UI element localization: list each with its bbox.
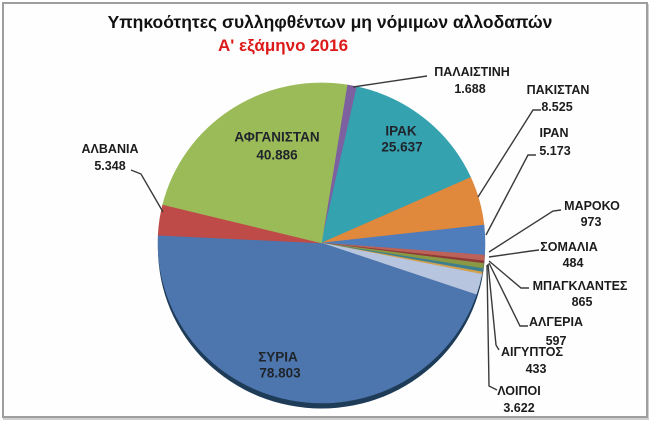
slice-value-somalia: 484 xyxy=(562,255,584,270)
leader-line-pakistan xyxy=(477,109,541,198)
slice-name-iran: ΙΡΑΝ xyxy=(539,125,569,140)
leader-line-morocco xyxy=(488,209,562,253)
slice-value-iran: 5.173 xyxy=(539,143,571,158)
slice-name-iraq: ΙΡΑΚ xyxy=(385,123,417,139)
leader-line-others xyxy=(486,264,498,391)
pie-slice-afghanistan xyxy=(162,82,348,244)
chart-subtitle: Α' εξάμηνο 2016 xyxy=(217,36,349,55)
slice-name-syria: ΣΥΡΙΑ xyxy=(258,349,298,365)
slice-value-albania: 5.348 xyxy=(94,158,126,173)
slice-value-morocco: 973 xyxy=(580,214,602,229)
slice-value-syria: 78.803 xyxy=(259,365,301,381)
slice-name-pakistan: ΠΑΚΙΣΤΑΝ xyxy=(526,82,590,97)
pie-slice-syria xyxy=(157,234,477,404)
slice-value-palestine: 1.688 xyxy=(454,81,486,96)
leader-line-somalia xyxy=(488,249,540,258)
slice-value-algeria: 597 xyxy=(545,333,567,348)
leader-line-bangladesh xyxy=(488,260,529,289)
leader-line-egypt xyxy=(487,263,500,351)
slice-value-bangladesh: 865 xyxy=(571,294,593,309)
leader-line-algeria xyxy=(488,262,528,327)
slice-value-afghanistan: 40.886 xyxy=(256,147,298,163)
slice-name-morocco: ΜΑΡΟΚΟ xyxy=(564,198,620,213)
leader-line-palestine xyxy=(352,75,428,88)
slice-name-bangladesh: ΜΠΑΓΚΛΑΝΤΕΣ xyxy=(532,278,628,293)
slice-name-algeria: ΑΛΓΕΡΙΑ xyxy=(528,314,584,329)
slice-value-others: 3.622 xyxy=(503,400,535,415)
chart-title: Υπηκοότητες συλληφθέντων μη νόμιμων αλλο… xyxy=(107,12,553,32)
leader-line-albania xyxy=(130,169,164,213)
slice-name-somalia: ΣΟΜΑΛΙΑ xyxy=(540,239,598,254)
leader-line-iran xyxy=(485,154,536,236)
slice-name-albania: ΑΛΒΑΝΙΑ xyxy=(81,141,139,156)
slice-value-iraq: 25.637 xyxy=(381,139,423,155)
slice-name-palestine: ΠΑΛΑΙΣΤΙΝΗ xyxy=(434,64,510,79)
pie-slice-iraq xyxy=(321,86,472,244)
slice-name-egypt: ΑΙΓΥΠΤΟΣ xyxy=(500,344,564,359)
slice-name-others: ΛΟΙΠΟΙ xyxy=(497,383,541,398)
slice-name-afghanistan: ΑΦΓΑΝΙΣΤΑΝ xyxy=(234,129,320,145)
slice-value-egypt: 433 xyxy=(525,361,547,376)
slice-value-pakistan: 8.525 xyxy=(541,99,573,114)
